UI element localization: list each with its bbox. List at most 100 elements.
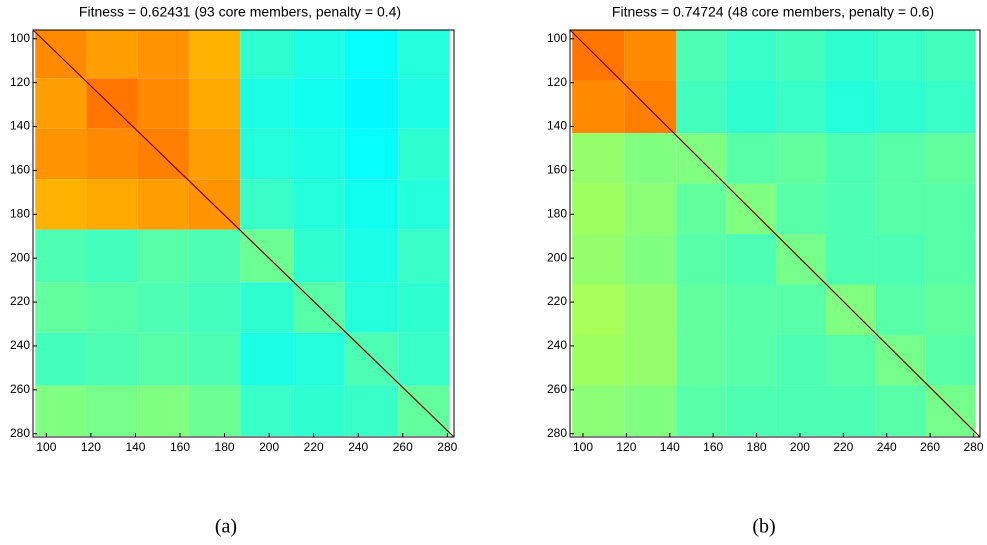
- heatmap-cell: [86, 30, 138, 79]
- heatmap-cell: [35, 385, 87, 436]
- heatmap-cell: [726, 234, 777, 285]
- y-tick-label: 260: [547, 382, 567, 396]
- heatmap-cell: [137, 30, 189, 79]
- plot-frame: [569, 29, 981, 438]
- x-tick-label: 240: [877, 440, 897, 454]
- plot-frame: [32, 29, 455, 438]
- y-tick-label: 280: [10, 426, 30, 440]
- heatmap-cell: [572, 334, 625, 386]
- heatmap-cell: [86, 229, 138, 283]
- heatmap-cell: [137, 229, 189, 283]
- y-tick-label: 160: [10, 163, 30, 177]
- x-tick-label: 160: [170, 440, 190, 454]
- heatmap-cell: [572, 183, 625, 235]
- heatmap-cell: [188, 385, 241, 436]
- heatmap-cell: [188, 128, 241, 180]
- heatmap-cell: [572, 234, 625, 285]
- heatmap-cell: [188, 282, 241, 333]
- cells: [572, 30, 976, 436]
- heatmap-cell: [925, 80, 976, 134]
- heatmap-cell: [188, 78, 241, 129]
- heatmap-cell: [240, 30, 294, 79]
- heatmap-cell: [875, 234, 926, 285]
- diagonal: [569, 29, 981, 438]
- diagonal: [32, 29, 455, 438]
- heatmap-cell: [825, 385, 876, 436]
- heatmap-cell: [776, 284, 826, 335]
- heatmap-cell: [624, 133, 677, 184]
- y-tick-label: 140: [10, 119, 30, 133]
- heatmap-cell: [776, 183, 826, 235]
- heatmap-cell: [240, 179, 294, 230]
- heatmap-cell: [293, 385, 345, 436]
- heatmap-cell: [726, 334, 777, 386]
- heatmap-cell: [35, 128, 87, 180]
- y-tick-label: 200: [10, 250, 30, 264]
- heatmap-cell: [137, 78, 189, 129]
- heatmap-cell: [875, 80, 926, 134]
- heatmap-cell: [344, 332, 399, 386]
- heatmap-cell: [825, 133, 876, 184]
- heatmap-cell: [240, 282, 294, 333]
- heatmap-cell: [875, 334, 926, 386]
- y-tick-label: 120: [547, 75, 567, 89]
- y-tick-label: 200: [547, 250, 567, 264]
- heatmap-cell: [776, 30, 826, 81]
- x-tick-label: 100: [36, 440, 56, 454]
- x-tick-label: 220: [304, 440, 324, 454]
- x-tick-label: 140: [660, 440, 680, 454]
- heatmap-cell: [344, 128, 399, 180]
- heatmap-cell: [776, 385, 826, 436]
- heatmap-cell: [35, 179, 87, 230]
- heatmap-cell: [624, 334, 677, 386]
- chart-title: Fitness = 0.62431 (93 core members, pena…: [79, 4, 401, 20]
- heatmap-cell: [572, 30, 625, 81]
- y-tick-label: 240: [10, 338, 30, 352]
- heatmap-cell: [925, 183, 976, 235]
- y-tick-label: 260: [10, 382, 30, 396]
- heatmap-cell: [35, 229, 87, 283]
- heatmap-cell: [240, 332, 294, 386]
- heatmap-cell: [572, 80, 625, 134]
- heatmap-cell: [344, 229, 399, 283]
- heatmap-cell: [676, 30, 727, 81]
- heatmap-cell: [726, 133, 777, 184]
- heatmap-cell: [925, 234, 976, 285]
- heatmap-cell: [726, 284, 777, 335]
- heatmap-cell: [825, 183, 876, 235]
- x-tick-label: 280: [963, 440, 983, 454]
- heatmap-cell: [188, 332, 241, 386]
- y-tick-label: 120: [10, 75, 30, 89]
- heatmap-cell: [86, 332, 138, 386]
- heatmap-cell: [293, 78, 345, 129]
- heatmap-cell: [86, 282, 138, 333]
- y-tick-label: 180: [10, 206, 30, 220]
- heatmap-cell: [572, 133, 625, 184]
- heatmap-cell: [86, 78, 138, 129]
- heatmap-cell: [925, 284, 976, 335]
- heatmap-cell: [676, 80, 727, 134]
- x-tick-label: 220: [833, 440, 853, 454]
- heatmap-cell: [398, 229, 450, 283]
- x-tick-label: 180: [215, 440, 235, 454]
- heatmap-cell: [624, 284, 677, 335]
- heatmap-cell: [137, 332, 189, 386]
- heatmap-cell: [293, 128, 345, 180]
- heatmap-cell: [293, 332, 345, 386]
- heatmap-cell: [344, 30, 399, 79]
- heatmap-cell: [188, 30, 241, 79]
- heatmap-cell: [624, 80, 677, 134]
- heatmap-cell: [398, 385, 450, 436]
- heatmap-cell: [398, 78, 450, 129]
- heatmap-cell: [293, 179, 345, 230]
- heatmap-cell: [35, 30, 87, 79]
- heatmap-cell: [344, 385, 399, 436]
- heatmap-cell: [925, 30, 976, 81]
- heatmap-cell: [875, 30, 926, 81]
- x-tick-label: 200: [790, 440, 810, 454]
- heatmap-cell: [344, 179, 399, 230]
- heatmap-cell: [825, 80, 876, 134]
- heatmap-cell: [624, 234, 677, 285]
- heatmap-cell: [726, 385, 777, 436]
